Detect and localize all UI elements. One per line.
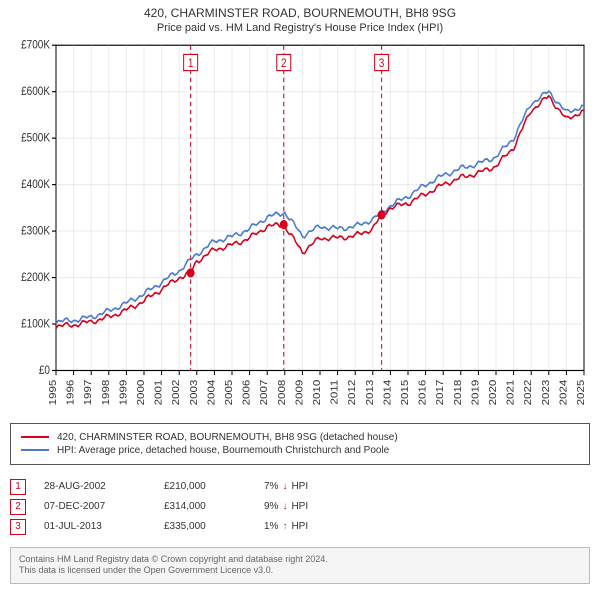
- legend-swatch: [21, 449, 49, 451]
- chart-header: 420, CHARMINSTER ROAD, BOURNEMOUTH, BH8 …: [0, 0, 600, 36]
- footer-line-2: This data is licensed under the Open Gov…: [19, 565, 581, 577]
- legend-label: HPI: Average price, detached house, Bour…: [57, 445, 389, 456]
- xtick-label: 2009: [294, 380, 305, 406]
- xtick-label: 2014: [382, 380, 393, 406]
- xtick-label: 1999: [118, 380, 129, 406]
- xtick-label: 2021: [505, 380, 516, 406]
- xtick-label: 2013: [364, 380, 375, 406]
- ytick-label: £500K: [21, 132, 51, 145]
- xtick-label: 2016: [417, 380, 428, 406]
- ytick-label: £400K: [21, 178, 51, 191]
- page: 420, CHARMINSTER ROAD, BOURNEMOUTH, BH8 …: [0, 0, 600, 590]
- marker-point: [187, 268, 195, 277]
- transaction-price: £210,000: [164, 481, 264, 492]
- xtick-label: 1995: [48, 380, 59, 406]
- chart-area: £0 £100K £200K £300K £400K £500K £600K £700K 199…: [0, 36, 600, 417]
- xtick-label: 2003: [188, 380, 199, 406]
- xtick-label: 2018: [452, 380, 463, 406]
- xtick-label: 2002: [171, 380, 182, 406]
- transaction-row: 2 07-DEC-2007£314,0009% ↓ HPI: [10, 499, 590, 515]
- legend-row: 420, CHARMINSTER ROAD, BOURNEMOUTH, BH8 …: [21, 432, 579, 443]
- xtick-label: 2011: [329, 380, 340, 405]
- xtick-label: 2019: [470, 380, 481, 406]
- transaction-diff-label: HPI: [291, 521, 308, 532]
- marker-badge-label: 1: [188, 58, 194, 71]
- transaction-diff-pct: 7%: [264, 481, 278, 492]
- copyright-footer: Contains HM Land Registry data © Crown c…: [10, 547, 590, 584]
- xtick-label: 2010: [312, 380, 323, 406]
- xtick-label: 2017: [435, 380, 446, 406]
- xtick-label: 2012: [347, 380, 358, 406]
- xtick-label: 1998: [100, 380, 111, 406]
- xtick-label: 2022: [523, 380, 534, 406]
- chart-subtitle: Price paid vs. HM Land Registry's House …: [0, 22, 600, 34]
- xtick-label: 2007: [259, 380, 270, 406]
- xtick-label: 2020: [488, 380, 499, 406]
- ytick-label: £200K: [21, 271, 51, 284]
- arrow-icon: ↑: [282, 521, 287, 532]
- transaction-diff-pct: 1%: [264, 521, 278, 532]
- transaction-diff: 1% ↑ HPI: [264, 521, 308, 532]
- transactions-table: 1 28-AUG-2002£210,0007% ↓ HPI 2 07-DEC-2007£3…: [10, 475, 590, 539]
- legend-swatch: [21, 436, 49, 438]
- marker-point: [378, 210, 386, 219]
- marker-badge-label: 3: [379, 58, 385, 71]
- xtick-label: 2023: [540, 380, 551, 406]
- xtick-label: 2005: [224, 380, 235, 406]
- transaction-badge: 1: [10, 479, 26, 495]
- transaction-row: 3 01-JUL-2013£335,0001% ↑ HPI: [10, 519, 590, 535]
- xtick-label: 1997: [83, 380, 94, 406]
- ytick-label: £0: [39, 364, 50, 377]
- xtick-label: 2015: [400, 380, 411, 406]
- xtick-label: 2024: [558, 380, 569, 406]
- xtick-label: 1996: [65, 380, 76, 406]
- xtick-label: 2001: [153, 380, 164, 406]
- transaction-date: 28-AUG-2002: [44, 481, 164, 492]
- xtick-label: 2006: [241, 380, 252, 406]
- transaction-diff-pct: 9%: [264, 501, 278, 512]
- transaction-badge: 2: [10, 499, 26, 515]
- ytick-label: £700K: [21, 39, 51, 52]
- marker-badge-label: 2: [281, 58, 287, 71]
- line-chart-svg: £0 £100K £200K £300K £400K £500K £600K £700K 199…: [8, 36, 592, 417]
- transaction-row: 1 28-AUG-2002£210,0007% ↓ HPI: [10, 479, 590, 495]
- transaction-diff-label: HPI: [291, 501, 308, 512]
- arrow-icon: ↓: [282, 501, 287, 512]
- transaction-price: £335,000: [164, 521, 264, 532]
- transaction-date: 07-DEC-2007: [44, 501, 164, 512]
- xtick-label: 2025: [576, 380, 587, 406]
- transaction-diff: 7% ↓ HPI: [264, 481, 308, 492]
- legend-label: 420, CHARMINSTER ROAD, BOURNEMOUTH, BH8 …: [57, 432, 398, 443]
- legend-row: HPI: Average price, detached house, Bour…: [21, 445, 579, 456]
- ytick-label: £300K: [21, 225, 51, 238]
- xtick-label: 2008: [276, 380, 287, 406]
- xtick-label: 2004: [206, 380, 217, 406]
- footer-line-1: Contains HM Land Registry data © Crown c…: [19, 554, 581, 566]
- xtick-label: 2000: [136, 380, 147, 406]
- marker-point: [280, 220, 288, 229]
- ytick-label: £100K: [21, 318, 51, 331]
- transaction-diff: 9% ↓ HPI: [264, 501, 308, 512]
- transaction-badge: 3: [10, 519, 26, 535]
- transaction-price: £314,000: [164, 501, 264, 512]
- transaction-date: 01-JUL-2013: [44, 521, 164, 532]
- legend-box: 420, CHARMINSTER ROAD, BOURNEMOUTH, BH8 …: [10, 423, 590, 465]
- transaction-diff-label: HPI: [291, 481, 308, 492]
- chart-title: 420, CHARMINSTER ROAD, BOURNEMOUTH, BH8 …: [0, 6, 600, 20]
- arrow-icon: ↓: [282, 481, 287, 492]
- ytick-label: £600K: [21, 86, 51, 99]
